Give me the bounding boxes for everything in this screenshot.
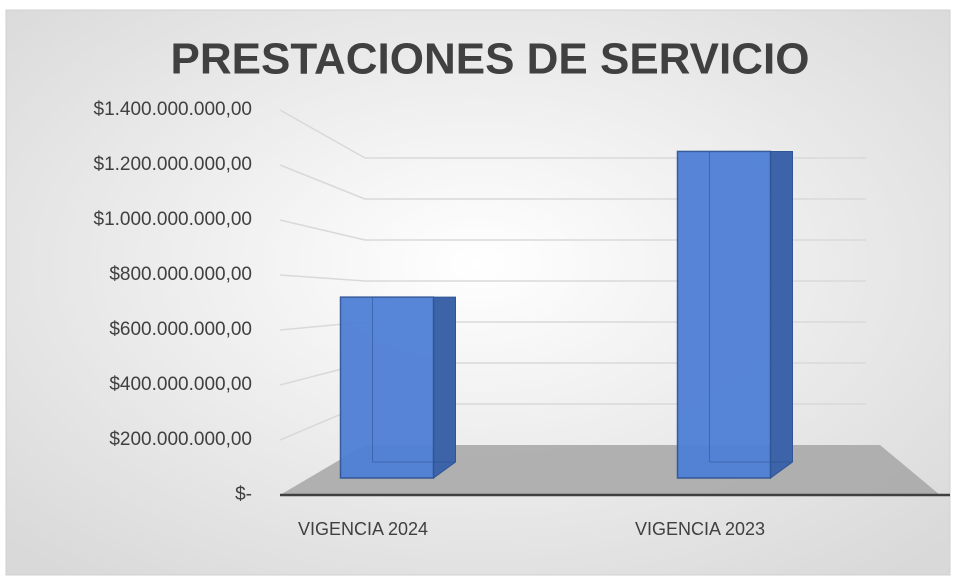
bar-side <box>433 296 456 479</box>
y-tick-label: $1.400.000.000,00 <box>94 99 253 120</box>
x-tick-label: VIGENCIA 2023 <box>635 519 765 539</box>
grid-line <box>279 109 366 159</box>
x-tick-label: VIGENCIA 2024 <box>298 519 428 539</box>
y-tick-label: $1.200.000.000,00 <box>94 154 253 175</box>
chart-title: PRESTACIONES DE SERVICIO <box>171 35 810 84</box>
grid-line <box>279 274 366 282</box>
grid-line <box>279 164 366 200</box>
y-tick-label: $- <box>235 484 252 505</box>
grid-line <box>279 219 366 241</box>
bar-side <box>770 150 793 479</box>
y-tick-label: $200.000.000,00 <box>109 429 252 450</box>
y-tick-label: $400.000.000,00 <box>109 374 252 395</box>
bar <box>676 150 772 479</box>
bar <box>339 296 435 479</box>
y-tick-label: $1.000.000.000,00 <box>94 209 253 230</box>
y-tick-label: $600.000.000,00 <box>109 319 252 340</box>
y-tick-label: $800.000.000,00 <box>109 264 252 285</box>
